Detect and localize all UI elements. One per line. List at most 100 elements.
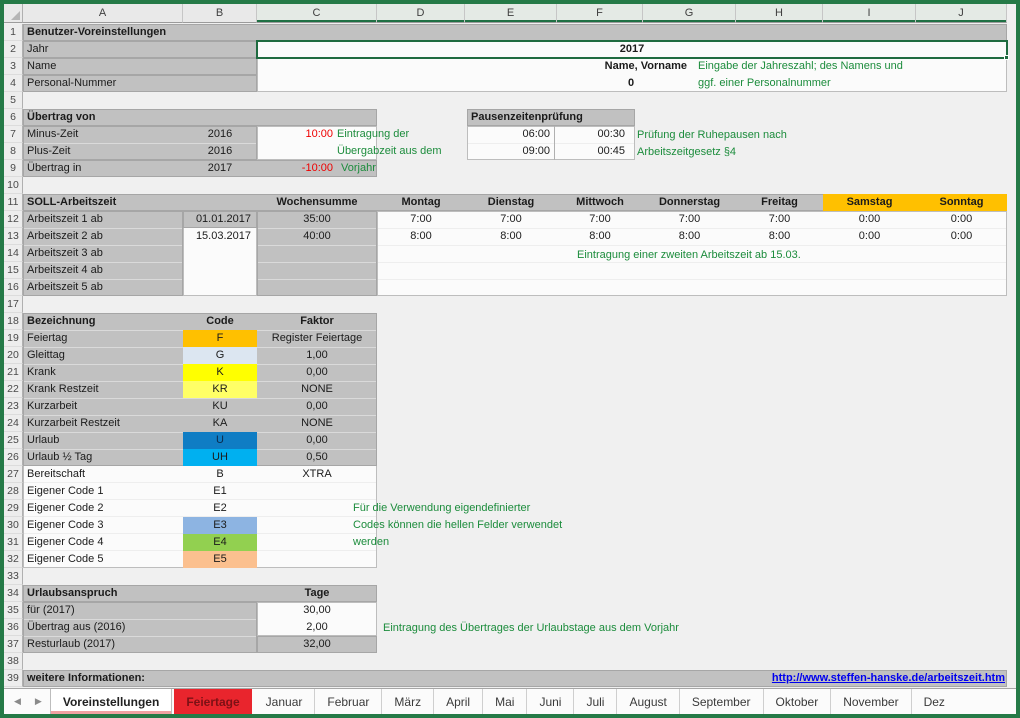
cell-faktor-gleittag[interactable]: 1,00 [306, 349, 328, 361]
cell-name-label[interactable]: Name [27, 60, 57, 72]
cell-summe-2[interactable]: 40:00 [303, 230, 331, 242]
cell-personalnummer-label[interactable]: Personal-Nummer [27, 77, 117, 89]
row-header-31[interactable]: 31 [4, 534, 23, 551]
cell-name-vorname[interactable]: Name, Vorname [604, 60, 687, 72]
column-header-i[interactable]: I [823, 4, 916, 23]
tab-november[interactable]: November [830, 689, 910, 714]
cell-code-uh[interactable]: UH [183, 449, 257, 466]
cell-datum-1[interactable]: 01.01.2017 [195, 213, 251, 225]
cell-code-header[interactable]: Code [206, 315, 234, 327]
row-header-23[interactable]: 23 [4, 398, 23, 415]
row-header-26[interactable]: 26 [4, 449, 23, 466]
row-header-1[interactable]: 1 [4, 24, 23, 41]
cell-uebertrag-von[interactable]: Übertrag von [27, 111, 96, 123]
cell-day-samstag[interactable]: Samstag [823, 194, 916, 211]
row-header-32[interactable]: 32 [4, 551, 23, 568]
cell-faktor-kurzarbeit[interactable]: 0,00 [306, 400, 328, 412]
cell-minus-zeit[interactable]: Minus-Zeit [27, 128, 79, 140]
tab-januar[interactable]: Januar [265, 694, 303, 709]
row-header-2[interactable]: 2 [4, 41, 23, 58]
tab-voreinstellungen[interactable]: Voreinstellungen [49, 689, 173, 714]
cell-tage-2[interactable]: 2,00 [306, 621, 328, 633]
tabs-scroll-right-icon[interactable]: ▶ [34, 696, 42, 706]
row-header-19[interactable]: 19 [4, 330, 23, 347]
cell-tage-header[interactable]: Tage [304, 587, 330, 599]
row-header-29[interactable]: 29 [4, 500, 23, 517]
cell-code-b[interactable]: B [216, 468, 224, 480]
cell-code-label-eigener-2[interactable]: Eigener Code 2 [27, 502, 104, 514]
row-header-11[interactable]: 11 [4, 194, 23, 211]
tab-september[interactable]: September [678, 689, 763, 714]
cell-code-k[interactable]: K [183, 364, 257, 381]
cell-minus-wert[interactable]: 10:00 [305, 128, 333, 140]
cell-r13-mi[interactable]: 8:00 [589, 230, 611, 242]
cell-code-label-urlaub-halb[interactable]: Urlaub ½ Tag [27, 451, 93, 463]
tab-oktober[interactable]: Oktober [762, 689, 831, 714]
column-header-f[interactable]: F [557, 4, 643, 23]
row-header-4[interactable]: 4 [4, 75, 23, 92]
cell-code-f[interactable]: F [183, 330, 257, 347]
cell-faktor-krank[interactable]: 0,00 [306, 366, 328, 378]
cell-faktor-header[interactable]: Faktor [300, 315, 334, 327]
row-header-22[interactable]: 22 [4, 381, 23, 398]
row-header-8[interactable]: 8 [4, 143, 23, 160]
row-header-14[interactable]: 14 [4, 245, 23, 262]
cell-faktor-kurzarbeit-restzeit[interactable]: NONE [301, 417, 333, 429]
column-header-e[interactable]: E [465, 4, 557, 23]
cell-r12-do[interactable]: 7:00 [678, 213, 701, 225]
cell-datum-2[interactable]: 15.03.2017 [195, 230, 251, 242]
row-header-38[interactable]: 38 [4, 653, 23, 670]
row-header-30[interactable]: 30 [4, 517, 23, 534]
cell-code-label-urlaub[interactable]: Urlaub [27, 434, 60, 446]
row-header-21[interactable]: 21 [4, 364, 23, 381]
cell-code-label-krank-restzeit[interactable]: Krank Restzeit [27, 383, 99, 395]
cell-faktor-krank-restzeit[interactable]: NONE [301, 383, 333, 395]
cell-day-donnerstag[interactable]: Donnerstag [658, 196, 721, 208]
cell-r13-fr[interactable]: 8:00 [768, 230, 791, 242]
row-header-3[interactable]: 3 [4, 58, 23, 75]
row-header-34[interactable]: 34 [4, 585, 23, 602]
cell-code-e5[interactable]: E5 [183, 551, 257, 568]
row-header-6[interactable]: 6 [4, 109, 23, 126]
cell-code-ka[interactable]: KA [212, 417, 228, 429]
cell-pause-schwelle-1[interactable]: 06:00 [467, 126, 555, 143]
cell-bezeichnung-header[interactable]: Bezeichnung [27, 315, 96, 327]
row-header-25[interactable]: 25 [4, 432, 23, 449]
cell-uebertrag-aus-2016[interactable]: Übertrag aus (2016) [27, 621, 126, 633]
row-header-5[interactable]: 5 [4, 92, 23, 109]
cell-code-e4[interactable]: E4 [183, 534, 257, 551]
row-header-10[interactable]: 10 [4, 177, 23, 194]
column-header-c[interactable]: C [257, 4, 377, 23]
row-header-15[interactable]: 15 [4, 262, 23, 279]
cell-r13-so[interactable]: 0:00 [950, 230, 973, 242]
row-header-18[interactable]: 18 [4, 313, 23, 330]
row-header-17[interactable]: 17 [4, 296, 23, 313]
cell-plus-zeit[interactable]: Plus-Zeit [27, 145, 71, 157]
column-header-g[interactable]: G [643, 4, 736, 23]
cell-code-label-kurzarbeit-restzeit[interactable]: Kurzarbeit Restzeit [27, 417, 120, 429]
arbeitszeit-link[interactable]: http://www.steffen-hanske.de/arbeitszeit… [771, 672, 1005, 684]
tabs-scroll-left-icon[interactable]: ◀ [14, 696, 21, 706]
cell-code-label-eigener-5[interactable]: Eigener Code 5 [27, 553, 104, 565]
cell-faktor-feiertag[interactable]: Register Feiertage [271, 332, 363, 344]
column-header-h[interactable]: H [736, 4, 823, 23]
cell-tage-32[interactable]: 32,00 [303, 638, 331, 650]
cell-faktor-bereitschaft[interactable]: XTRA [302, 468, 332, 480]
cell-code-e2[interactable]: E2 [213, 502, 227, 514]
tab-august[interactable]: August [616, 689, 678, 714]
cell-code-label-eigener-4[interactable]: Eigener Code 4 [27, 536, 104, 548]
cell-pausenzeitenpruefung[interactable]: Pausenzeitenprüfung [471, 111, 583, 123]
cell-r13-do[interactable]: 8:00 [678, 230, 701, 242]
cell-code-label-eigener-3[interactable]: Eigener Code 3 [27, 519, 104, 531]
cell-arbeitszeit-4[interactable]: Arbeitszeit 4 ab [27, 264, 103, 276]
cell-resturlaub-2017[interactable]: Resturlaub (2017) [27, 638, 116, 650]
cell-r13-sa[interactable]: 0:00 [858, 230, 881, 242]
cell-personalnummer-value[interactable]: 0 [627, 77, 635, 89]
cell-day-montag[interactable]: Montag [401, 196, 441, 208]
cell-code-e3[interactable]: E3 [183, 517, 257, 534]
cell-faktor-urlaub-halb[interactable]: 0,50 [306, 451, 328, 463]
tab-april[interactable]: April [433, 689, 482, 714]
cell-tage-30[interactable]: 30,00 [303, 604, 331, 616]
row-header-33[interactable]: 33 [4, 568, 23, 585]
cell-fuer-2017[interactable]: für (2017) [27, 604, 75, 616]
